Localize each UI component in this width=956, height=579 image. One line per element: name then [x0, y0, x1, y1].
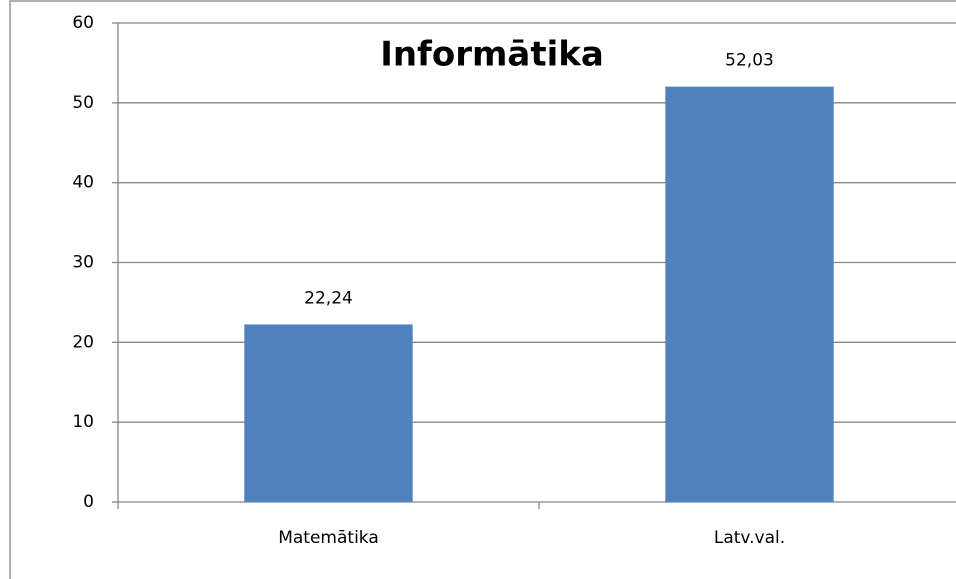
data-label: 22,24 [304, 288, 353, 308]
x-tick-label: Matemātika [278, 528, 379, 548]
y-tick-label: 50 [72, 93, 94, 113]
bar [244, 324, 413, 502]
y-tick-label: 40 [72, 173, 94, 193]
y-tick-label: 30 [72, 253, 94, 273]
data-label: 52,03 [725, 51, 774, 71]
y-tick-label: 20 [72, 332, 94, 352]
bar [665, 86, 834, 502]
x-tick-label: Latv.val. [714, 528, 785, 548]
y-tick-label: 0 [83, 492, 94, 512]
y-tick-label: 10 [72, 412, 94, 432]
chart-title: Informātika [380, 35, 604, 75]
y-tick-label: 60 [72, 13, 94, 33]
